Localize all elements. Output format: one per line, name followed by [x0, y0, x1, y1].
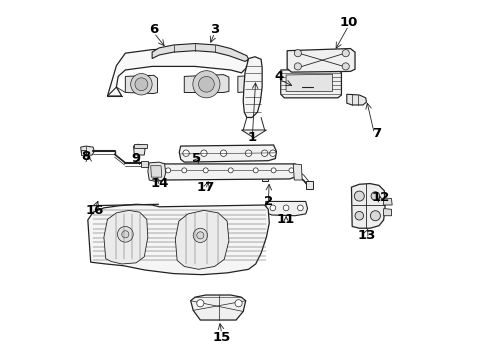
Text: 2: 2	[264, 195, 273, 208]
Circle shape	[354, 191, 364, 201]
Circle shape	[228, 168, 233, 173]
Polygon shape	[238, 76, 252, 93]
Circle shape	[271, 168, 276, 173]
Text: 17: 17	[196, 181, 215, 194]
Circle shape	[193, 228, 207, 243]
Text: 7: 7	[372, 127, 382, 140]
Circle shape	[270, 205, 276, 211]
Circle shape	[270, 150, 276, 157]
Polygon shape	[384, 208, 392, 216]
Polygon shape	[262, 173, 268, 181]
Text: 15: 15	[213, 331, 231, 344]
Polygon shape	[134, 144, 145, 155]
Polygon shape	[142, 161, 148, 167]
Circle shape	[193, 71, 220, 98]
Circle shape	[183, 150, 189, 157]
Text: 3: 3	[210, 23, 219, 36]
Text: 4: 4	[274, 70, 284, 83]
Polygon shape	[81, 150, 86, 156]
Circle shape	[355, 211, 364, 220]
Circle shape	[201, 150, 207, 157]
Polygon shape	[351, 184, 385, 228]
Polygon shape	[242, 130, 267, 138]
Polygon shape	[161, 164, 298, 180]
Circle shape	[235, 300, 242, 307]
Polygon shape	[184, 75, 229, 93]
Text: 14: 14	[150, 177, 169, 190]
Polygon shape	[293, 164, 302, 180]
Circle shape	[370, 211, 380, 221]
Circle shape	[253, 168, 258, 173]
Circle shape	[122, 231, 129, 238]
Polygon shape	[151, 166, 162, 177]
Circle shape	[131, 73, 152, 95]
Polygon shape	[107, 48, 248, 96]
Text: 11: 11	[277, 213, 295, 226]
Circle shape	[203, 168, 208, 173]
Polygon shape	[281, 69, 342, 98]
Polygon shape	[134, 144, 147, 148]
Text: 13: 13	[357, 229, 376, 242]
Polygon shape	[179, 145, 276, 162]
Circle shape	[297, 205, 303, 211]
Polygon shape	[148, 162, 166, 181]
Polygon shape	[266, 202, 308, 216]
Circle shape	[245, 150, 252, 157]
Polygon shape	[81, 146, 94, 156]
Circle shape	[220, 150, 227, 157]
Circle shape	[283, 205, 289, 211]
Circle shape	[197, 300, 204, 307]
Circle shape	[118, 226, 133, 242]
Text: 12: 12	[371, 192, 390, 204]
Text: 1: 1	[247, 131, 257, 144]
Polygon shape	[125, 75, 157, 94]
Polygon shape	[175, 210, 229, 269]
Circle shape	[294, 63, 301, 70]
Circle shape	[166, 168, 171, 173]
Circle shape	[342, 63, 349, 70]
Polygon shape	[287, 49, 355, 72]
Circle shape	[198, 76, 214, 92]
Circle shape	[289, 168, 294, 173]
Text: 6: 6	[149, 23, 159, 36]
Polygon shape	[191, 295, 245, 320]
Polygon shape	[384, 198, 392, 205]
Polygon shape	[243, 57, 262, 117]
Circle shape	[294, 50, 301, 57]
Circle shape	[182, 168, 187, 173]
Polygon shape	[347, 94, 367, 105]
Circle shape	[262, 150, 268, 157]
Polygon shape	[152, 44, 248, 62]
Circle shape	[342, 50, 349, 57]
Polygon shape	[104, 210, 148, 264]
Polygon shape	[157, 163, 164, 179]
Circle shape	[371, 192, 380, 201]
Text: 10: 10	[340, 16, 358, 29]
Text: 8: 8	[81, 150, 91, 163]
Circle shape	[135, 78, 148, 91]
Text: 9: 9	[131, 152, 141, 165]
Circle shape	[197, 232, 204, 239]
Polygon shape	[306, 181, 313, 189]
Text: 16: 16	[86, 204, 104, 217]
Polygon shape	[286, 74, 333, 91]
Text: 5: 5	[192, 152, 201, 165]
Polygon shape	[88, 204, 270, 275]
